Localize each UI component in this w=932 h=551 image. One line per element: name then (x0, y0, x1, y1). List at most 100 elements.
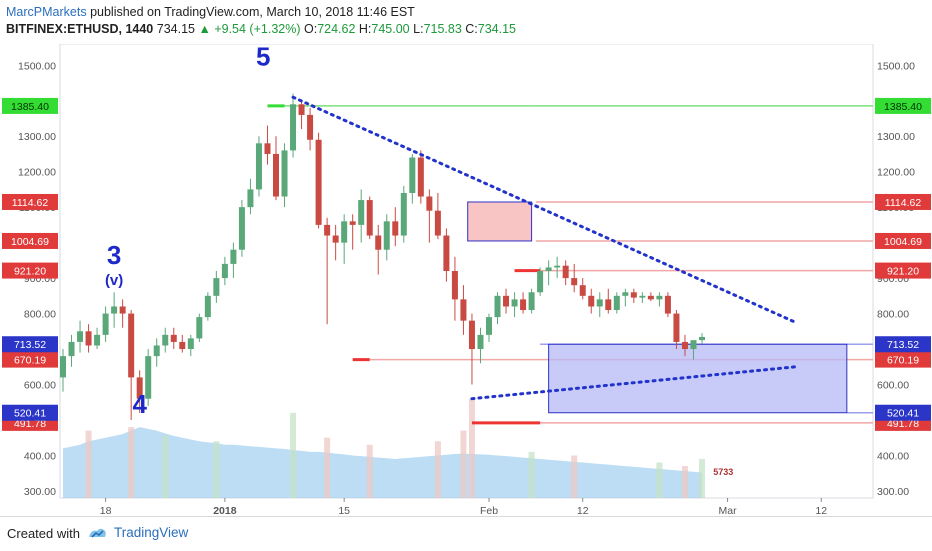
candle (204, 292, 211, 321)
candle-body (520, 299, 527, 311)
candle (562, 260, 569, 286)
candle-body (187, 338, 194, 350)
volume-bar (366, 444, 373, 498)
candle (213, 271, 220, 303)
candle (460, 285, 467, 335)
candle (664, 292, 671, 318)
volume-bar (290, 412, 297, 498)
price-tag (875, 262, 931, 279)
candle-body (162, 334, 169, 346)
candle-body (562, 265, 569, 279)
candle-body (358, 200, 365, 225)
lower-trendline (470, 365, 798, 401)
candle (383, 214, 390, 261)
volume-bar (460, 430, 467, 498)
last-price: 734.15 (156, 22, 195, 36)
candle (699, 333, 705, 344)
price-tag (2, 262, 58, 279)
candle-body (579, 285, 586, 296)
candle (170, 327, 177, 350)
price-tag-label: 713.52 (14, 339, 46, 351)
price-tag (2, 351, 58, 368)
candle-body (315, 139, 322, 225)
symbol-name[interactable]: BITFINEX:ETHUSD, 1440 (6, 22, 154, 36)
candle (85, 324, 92, 353)
change-text: +9.54 (+1.32%) (214, 22, 301, 36)
candle-body (545, 267, 552, 271)
y-tick-label: 1300.00 (18, 131, 56, 143)
author-link[interactable]: MarcPMarkets (6, 5, 87, 19)
candle-body (460, 299, 467, 321)
candle (690, 340, 697, 360)
x-tick-label: 2018 (213, 505, 237, 516)
candle-body (324, 224, 331, 236)
candle (60, 349, 66, 392)
volume-bar (571, 455, 578, 498)
footer-bar: Created with TradingView (0, 516, 932, 551)
price-chart[interactable]: 53(v)45733300.00300.00400.00400.00500.00… (0, 44, 932, 516)
candle (102, 306, 109, 342)
candle-body (349, 221, 356, 225)
candle-body (145, 356, 152, 399)
price-tag-label: 1385.40 (884, 101, 922, 113)
candle (511, 292, 518, 318)
candle (545, 260, 552, 286)
candle-body (196, 317, 203, 339)
y-tick-label: 1500.00 (877, 60, 915, 72)
volume-area (63, 427, 702, 498)
candle-body (426, 196, 433, 211)
y-tick-label: 300.00 (24, 486, 56, 498)
candle (111, 292, 118, 328)
candle-body (307, 114, 314, 140)
candle (298, 100, 305, 130)
candle-body (238, 207, 245, 250)
price-tag (2, 232, 58, 249)
candle-body (247, 189, 254, 208)
candle-body (639, 295, 646, 298)
candle-body (85, 331, 92, 346)
close-label: C: (465, 22, 478, 36)
candle (468, 313, 475, 385)
tradingview-brand[interactable]: TradingView (86, 525, 188, 540)
low-label: L: (413, 22, 424, 36)
candle (162, 327, 169, 353)
candle (196, 313, 203, 342)
candle-body (94, 334, 101, 346)
candle (332, 224, 339, 261)
candle-body (128, 313, 135, 378)
candle (630, 288, 637, 303)
candle-body (102, 313, 109, 335)
candle-body (451, 271, 458, 300)
price-tag-label: 1114.62 (12, 197, 49, 209)
price-tag-label: 1114.62 (885, 197, 922, 209)
price-tag-label: 1004.69 (11, 236, 49, 248)
candle-body (511, 299, 518, 307)
volume-bar (528, 451, 535, 498)
candle (417, 150, 424, 204)
y-tick-label: 800.00 (24, 309, 56, 321)
candle (230, 242, 237, 279)
candle-body (179, 341, 186, 350)
candle (119, 299, 126, 328)
y-tick-label: 600.00 (877, 380, 909, 392)
candle (639, 292, 646, 303)
candle-body (221, 263, 228, 279)
price-tag-label: 670.19 (887, 355, 919, 367)
open-value: 724.62 (317, 22, 356, 36)
candle-body (255, 143, 262, 190)
candle (273, 136, 279, 201)
x-tick-label: 12 (577, 505, 589, 516)
candle-body (332, 235, 339, 243)
volume-bar (213, 441, 220, 498)
price-tag-label: 520.41 (14, 408, 46, 420)
candle (366, 196, 373, 240)
wave-label: (v) (105, 272, 123, 289)
y-tick-label: 1300.00 (877, 131, 915, 143)
candle-body (434, 210, 441, 236)
candle-body (213, 278, 220, 296)
volume-bar (681, 466, 688, 498)
candle-body (494, 295, 501, 318)
candle-body (392, 221, 399, 236)
candle-body (341, 221, 348, 243)
price-tag-label: 921.20 (14, 266, 46, 278)
